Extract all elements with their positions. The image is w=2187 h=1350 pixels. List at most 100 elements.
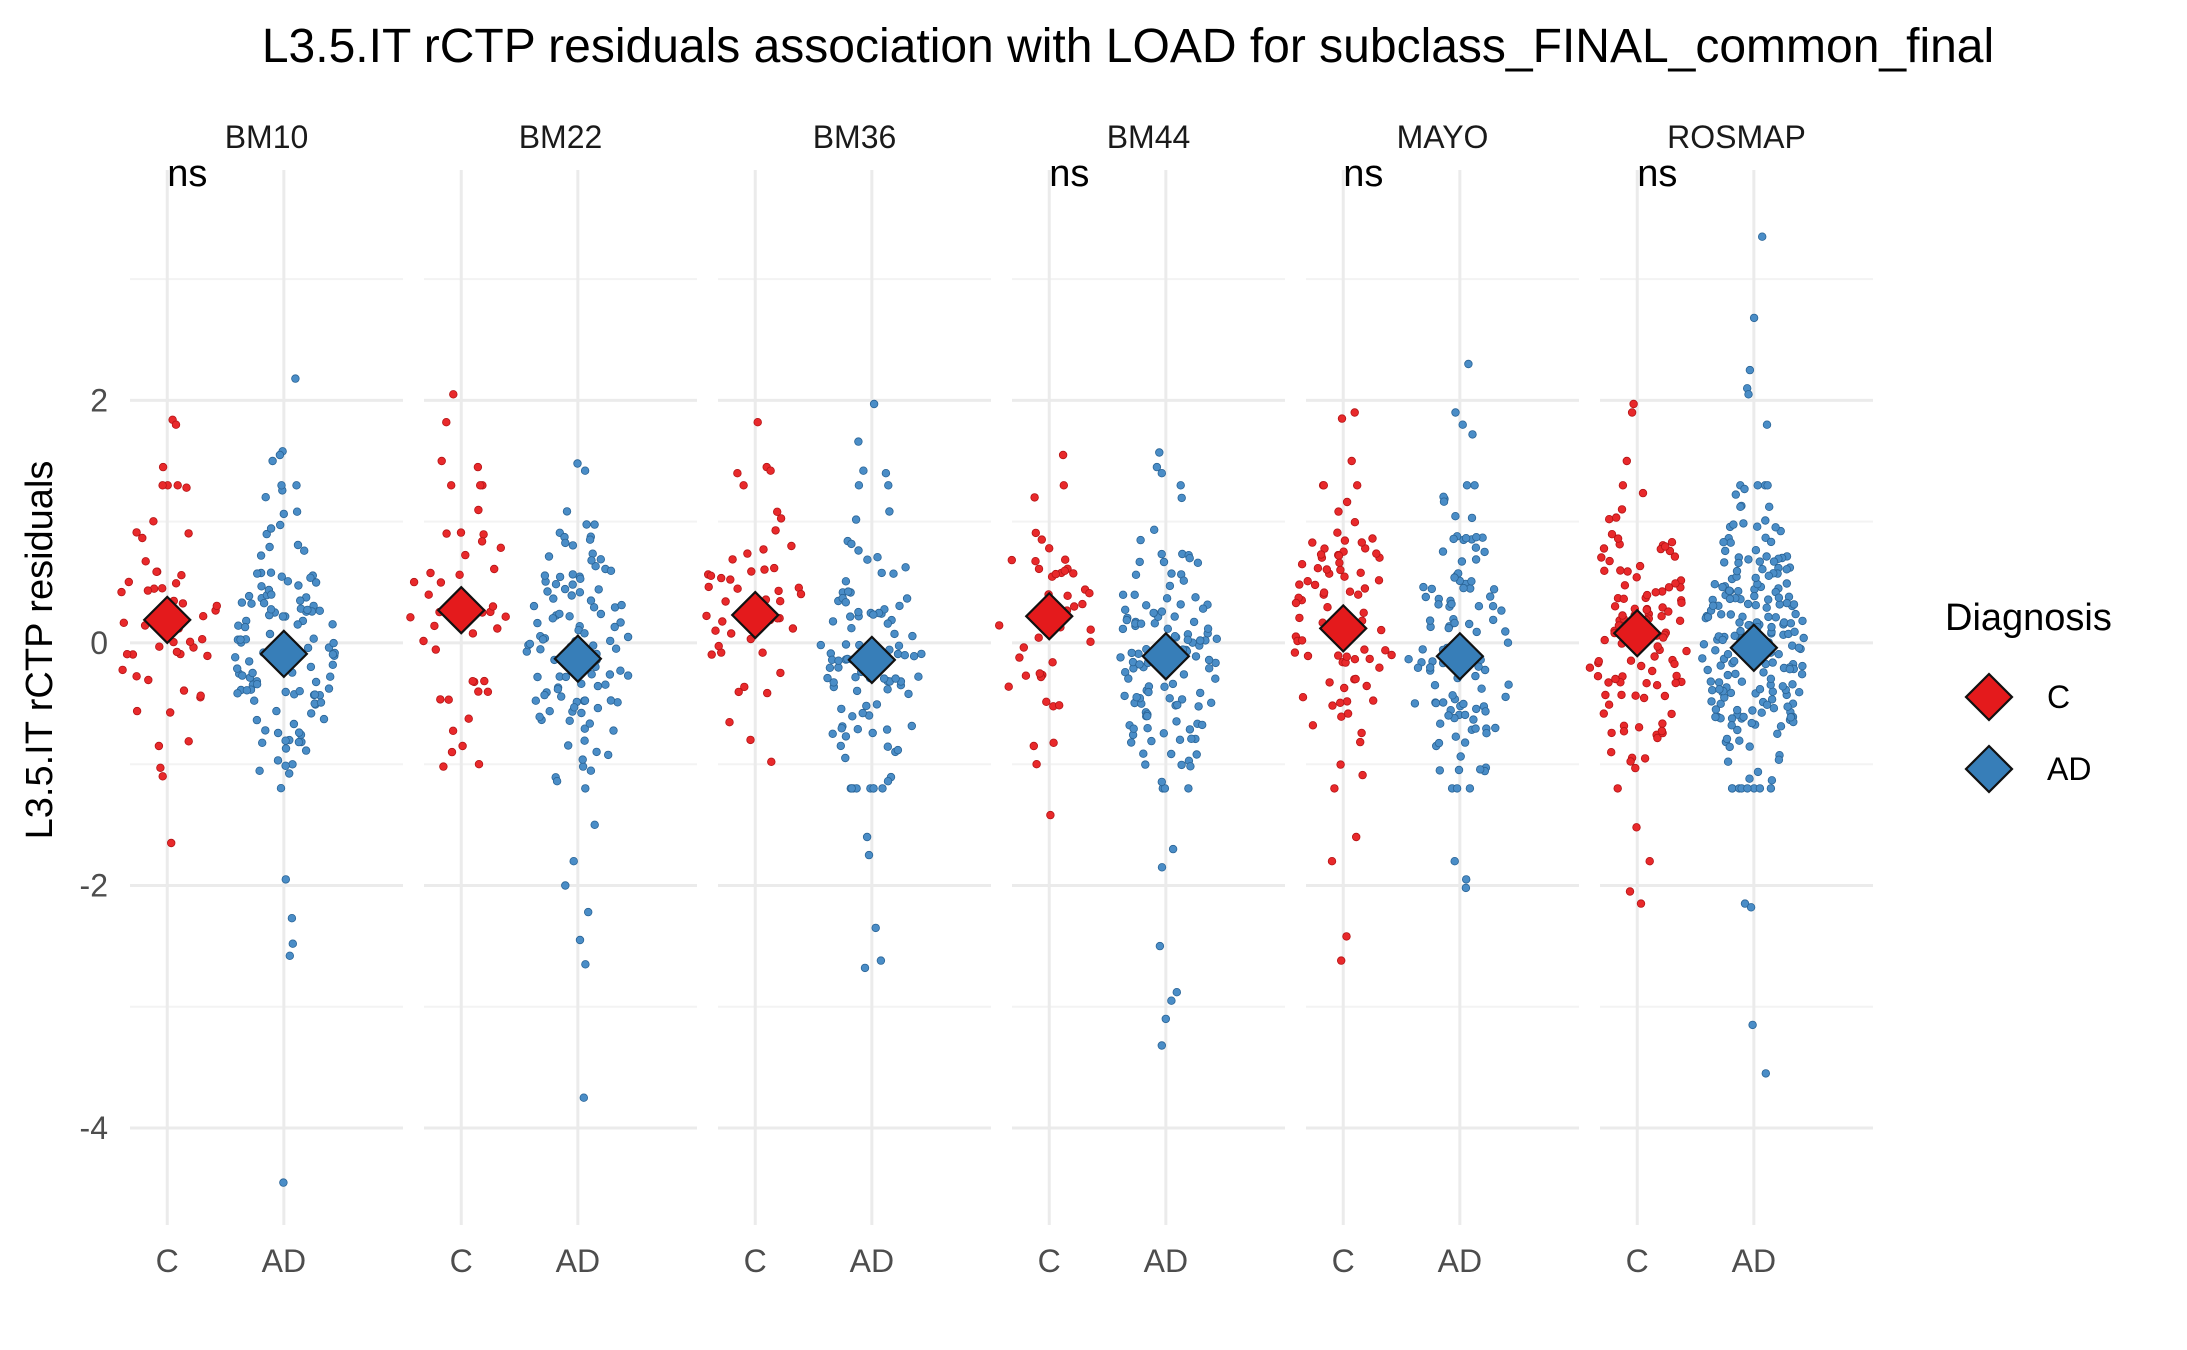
data-point-c bbox=[1597, 553, 1606, 562]
data-point-ad bbox=[1413, 663, 1423, 672]
data-point-c bbox=[156, 763, 165, 772]
data-point-ad bbox=[276, 520, 285, 530]
data-point-c bbox=[740, 682, 749, 692]
data-point-ad bbox=[1419, 582, 1428, 592]
data-point-ad bbox=[1716, 610, 1726, 619]
data-point-c bbox=[1632, 573, 1641, 582]
data-point-ad bbox=[329, 638, 338, 648]
data-point-ad bbox=[1725, 586, 1734, 595]
data-point-ad bbox=[854, 607, 863, 617]
data-point-ad bbox=[1716, 661, 1725, 670]
data-point-c bbox=[721, 597, 730, 606]
data-point-ad bbox=[1168, 679, 1178, 689]
data-point-ad bbox=[1162, 594, 1172, 603]
data-point-c bbox=[1342, 652, 1351, 661]
data-point-c bbox=[1675, 616, 1685, 625]
data-point-c bbox=[743, 549, 752, 558]
data-point-ad bbox=[1120, 605, 1130, 614]
data-point-ad bbox=[623, 632, 633, 642]
data-point-c bbox=[488, 602, 498, 611]
panel-bm10: BM10 ns C AD bbox=[117, 119, 403, 1279]
data-point-c bbox=[1607, 530, 1617, 539]
data-point-ad bbox=[242, 686, 252, 695]
data-point-c bbox=[1034, 633, 1043, 642]
legend-key-c bbox=[1964, 672, 2014, 722]
mean-marker-ad bbox=[259, 629, 309, 679]
data-point-c bbox=[726, 575, 735, 584]
data-point-ad bbox=[1740, 899, 1750, 908]
data-point-c bbox=[1642, 679, 1651, 688]
data-point-ad bbox=[580, 629, 589, 638]
data-point-c bbox=[1360, 584, 1370, 593]
data-point-ad bbox=[837, 724, 846, 733]
data-point-ad bbox=[296, 596, 305, 605]
data-point-ad bbox=[529, 601, 539, 611]
data-point-ad bbox=[1753, 481, 1762, 490]
data-point-ad bbox=[1764, 612, 1773, 622]
data-point-c bbox=[1671, 678, 1680, 688]
data-point-ad bbox=[854, 546, 863, 555]
data-point-ad bbox=[1725, 594, 1735, 604]
data-point-c bbox=[704, 582, 713, 592]
data-point-c bbox=[158, 462, 168, 472]
data-point-c bbox=[437, 456, 446, 466]
data-point-ad bbox=[1118, 590, 1128, 599]
data-point-ad bbox=[1755, 784, 1765, 793]
data-point-ad bbox=[606, 636, 615, 646]
data-point-c bbox=[184, 529, 193, 538]
x-tick-label: C bbox=[1332, 1243, 1355, 1279]
data-point-c bbox=[143, 586, 153, 595]
data-point-ad bbox=[1768, 687, 1777, 696]
data-point-c bbox=[419, 636, 428, 646]
data-point-c bbox=[1664, 607, 1673, 616]
data-point-ad bbox=[1746, 903, 1756, 912]
data-point-c bbox=[1308, 721, 1318, 730]
data-point-c bbox=[1585, 663, 1595, 672]
data-point-ad bbox=[841, 732, 851, 741]
data-point-ad bbox=[828, 729, 837, 738]
x-tick-label: AD bbox=[850, 1243, 894, 1279]
data-point-c bbox=[1032, 760, 1041, 769]
data-point-ad bbox=[262, 529, 271, 539]
data-point-ad bbox=[1722, 734, 1732, 744]
data-point-c bbox=[1599, 544, 1609, 553]
mean-marker-c bbox=[1024, 591, 1074, 641]
data-point-ad bbox=[1136, 535, 1145, 545]
data-point-ad bbox=[268, 456, 277, 466]
data-point-ad bbox=[278, 612, 288, 621]
data-point-ad bbox=[895, 601, 904, 611]
data-point-c bbox=[132, 528, 141, 537]
data-point-ad bbox=[844, 587, 853, 596]
data-point-ad bbox=[596, 609, 606, 619]
data-point-c bbox=[728, 555, 737, 564]
data-point-c bbox=[1044, 544, 1054, 553]
data-point-c bbox=[1078, 599, 1087, 609]
data-point-ad bbox=[1454, 765, 1464, 775]
data-point-c bbox=[1647, 666, 1657, 676]
data-point-ad bbox=[864, 850, 874, 860]
data-point-ad bbox=[266, 605, 276, 614]
data-point-ad bbox=[1141, 760, 1150, 769]
data-point-ad bbox=[610, 622, 619, 632]
data-point-ad bbox=[1782, 579, 1791, 588]
data-point-ad bbox=[328, 650, 338, 659]
x-tick-label: AD bbox=[1144, 1243, 1188, 1279]
data-point-c bbox=[1034, 564, 1044, 574]
data-point-ad bbox=[1733, 725, 1742, 735]
data-point-c bbox=[1069, 569, 1078, 578]
data-point-c bbox=[1639, 693, 1649, 703]
data-point-c bbox=[727, 629, 736, 638]
data-point-c bbox=[1658, 603, 1667, 612]
data-point-c bbox=[464, 714, 473, 723]
data-point-ad bbox=[1762, 700, 1772, 709]
data-point-ad bbox=[828, 617, 838, 626]
data-point-ad bbox=[1457, 557, 1467, 566]
data-point-ad bbox=[1718, 635, 1727, 645]
data-point-ad bbox=[1157, 1041, 1166, 1050]
data-point-ad bbox=[1183, 635, 1192, 644]
data-point-c bbox=[1355, 737, 1365, 747]
data-point-c bbox=[1323, 603, 1332, 612]
data-point-c bbox=[714, 641, 723, 651]
data-point-c bbox=[119, 618, 128, 627]
data-point-c bbox=[1642, 590, 1652, 600]
